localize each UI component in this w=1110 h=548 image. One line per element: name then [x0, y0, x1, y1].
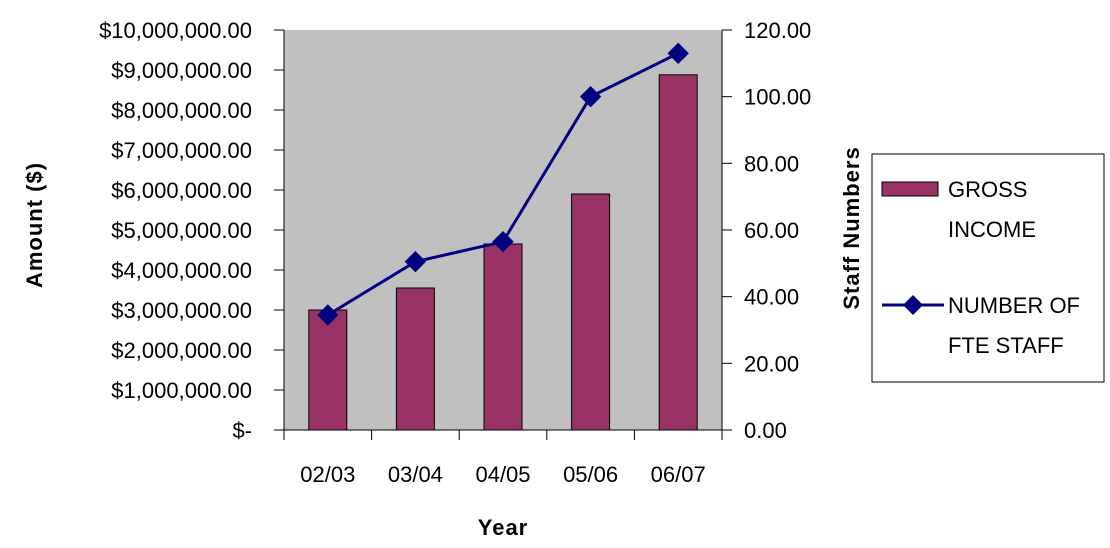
marker-fte-staff-03-04: [404, 250, 427, 273]
legend-label-fte-staff-line1: NUMBER OF: [948, 293, 1080, 318]
marker-fte-staff-06-07: [667, 42, 689, 65]
y2-tick-label: 120.00: [744, 18, 811, 43]
y-tick-label: $4,000,000.00: [111, 258, 252, 283]
legend-label-gross-income-line2: INCOME: [948, 217, 1036, 242]
x-axis-title: Year: [478, 515, 529, 540]
bars-group: [308, 74, 698, 431]
tick-labels-group: $- $1,000,000.00 $2,000,000.00 $3,000,000.0…: [99, 18, 811, 487]
y2-tick-label: 0.00: [744, 418, 787, 443]
marker-fte-staff-05-06: [579, 85, 602, 108]
marker-fte-staff-02-03: [317, 304, 339, 326]
y-tick-label: $10,000,000.00: [99, 18, 252, 43]
legend-swatch-gross-income: [881, 181, 939, 197]
axes-group: [274, 29, 732, 440]
y-tick-label: $9,000,000.00: [111, 58, 252, 83]
legend: GROSS INCOME NUMBER OF FTE STAFF: [871, 153, 1105, 383]
x-tick-label: 02/03: [300, 462, 355, 487]
y2-axis-title: Staff Numbers: [839, 146, 864, 309]
y2-tick-label: 40.00: [744, 285, 799, 310]
x-tick-label: 05/06: [563, 462, 618, 487]
y-tick-label: $3,000,000.00: [111, 298, 252, 323]
y-tick-label: $8,000,000.00: [111, 98, 252, 123]
bar-gross-income-06-07: [658, 74, 698, 431]
y-tick-label: $5,000,000.00: [111, 218, 252, 243]
legend-label-gross-income-line1: GROSS: [948, 177, 1027, 202]
y-tick-label: $6,000,000.00: [111, 178, 252, 203]
y-axis-title: Amount ($): [22, 162, 47, 288]
bar-gross-income-05-06: [571, 193, 611, 431]
y-tick-label: $-: [232, 418, 252, 443]
marker-fte-staff-04-05: [492, 230, 514, 253]
bar-gross-income-02-03: [308, 309, 348, 431]
y2-tick-label: 60.00: [744, 218, 799, 243]
bar-gross-income-03-04: [395, 287, 435, 431]
x-tick-label: 03/04: [388, 462, 443, 487]
legend-label-fte-staff-line2: FTE STAFF: [948, 333, 1064, 358]
legend-swatch-fte-staff-marker: [903, 295, 923, 315]
x-tick-label: 06/07: [651, 462, 706, 487]
y2-tick-label: 20.00: [744, 351, 799, 376]
y-tick-label: $2,000,000.00: [111, 338, 252, 363]
y2-tick-label: 80.00: [744, 151, 799, 176]
y-tick-label: $1,000,000.00: [111, 378, 252, 403]
y-tick-label: $7,000,000.00: [111, 138, 252, 163]
line-series-group: [317, 42, 689, 326]
bar-gross-income-04-05: [483, 243, 523, 431]
y2-tick-label: 100.00: [744, 85, 811, 110]
x-tick-label: 04/05: [475, 462, 530, 487]
